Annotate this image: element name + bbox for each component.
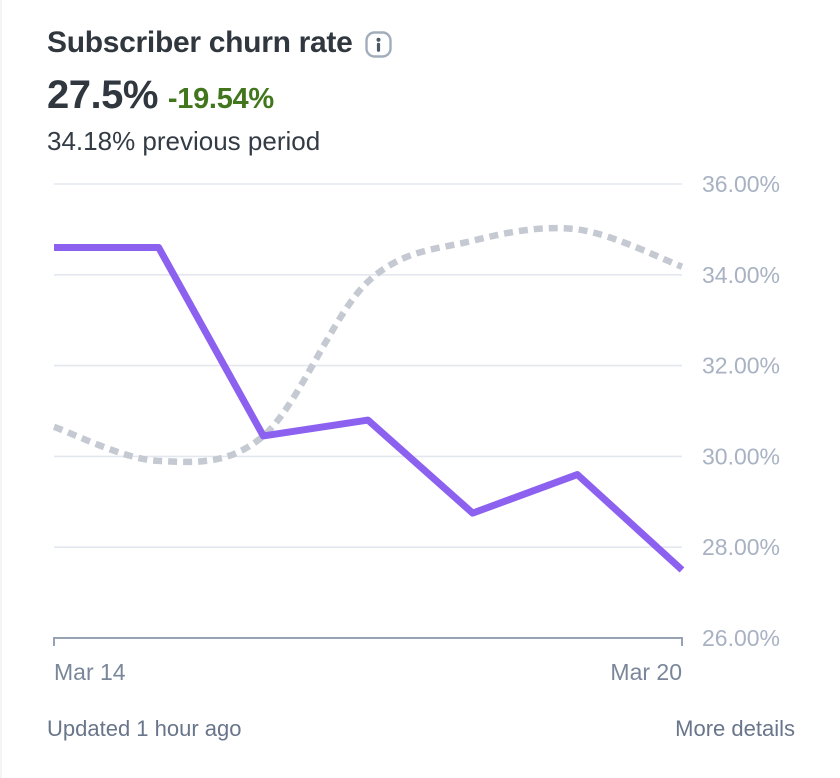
card-footer: Updated 1 hour ago More details: [47, 716, 795, 742]
metric-value: 27.5%: [47, 73, 158, 117]
y-tick-label: 26.00%: [702, 625, 780, 651]
y-tick-label: 36.00%: [702, 171, 780, 197]
churn-chart-svg: 36.00% 34.00% 32.00% 30.00% 28.00% 26.00% Mar …: [52, 171, 780, 685]
info-icon[interactable]: [365, 30, 393, 58]
card-header: Subscriber churn rate: [47, 26, 795, 60]
x-axis-bracket: [53, 637, 683, 646]
more-details-link[interactable]: More details: [675, 716, 795, 741]
churn-line-chart: 36.00% 34.00% 32.00% 30.00% 28.00% 26.00% Mar …: [47, 160, 825, 690]
page-title: Subscriber churn rate: [47, 26, 353, 59]
current-period-line: [54, 244, 685, 573]
y-tick-label: 32.00%: [702, 353, 780, 379]
info-icon-glyph: [365, 30, 393, 58]
x-tick-label-end: Mar 20: [610, 659, 682, 685]
previous-period-line: [52, 224, 684, 466]
y-tick-label: 28.00%: [702, 534, 780, 560]
y-tick-label: 34.00%: [702, 262, 780, 288]
metric-delta: -19.54%: [167, 83, 274, 115]
y-tick-label: 30.00%: [702, 443, 780, 469]
comparison-text: 34.18% previous period: [47, 126, 321, 156]
x-tick-label-start: Mar 14: [54, 659, 126, 685]
metrics-row: 27.5% -19.54%: [47, 72, 795, 118]
updated-timestamp: Updated 1 hour ago: [47, 716, 242, 741]
